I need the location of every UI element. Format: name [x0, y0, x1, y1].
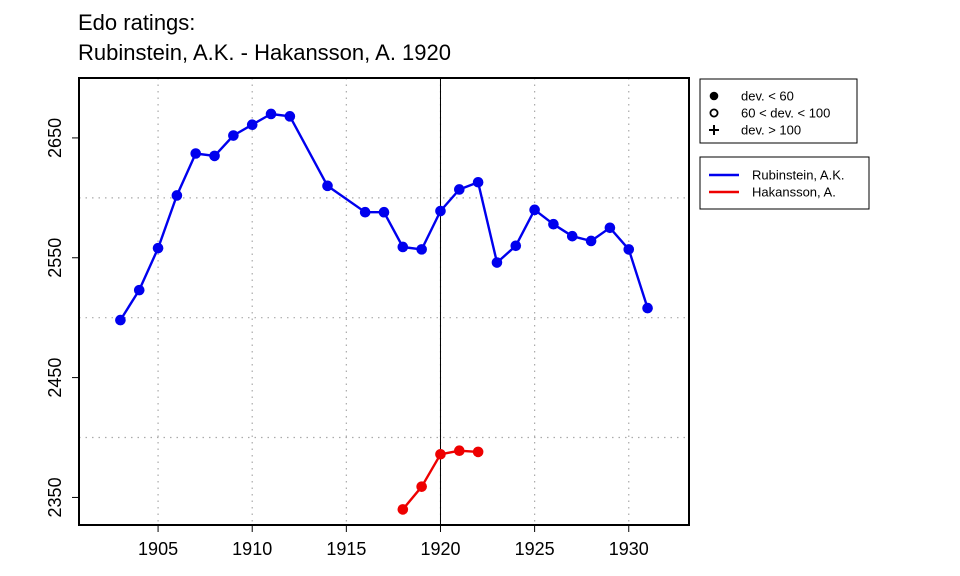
x-tick-label: 1920 — [420, 539, 460, 559]
series-1-point — [454, 445, 465, 456]
series-1-point — [472, 446, 484, 458]
y-tick-label: 2450 — [45, 358, 65, 398]
series-0-point — [397, 241, 409, 253]
x-tick-label: 1915 — [326, 539, 366, 559]
chart-title-line-2: Rubinstein, A.K. - Hakansson, A. 1920 — [78, 40, 452, 65]
x-tick-label: 1930 — [609, 539, 649, 559]
series-1-point — [435, 448, 446, 460]
series-0-point — [115, 314, 126, 326]
series-0-point — [623, 244, 635, 255]
x-tick-label: 1925 — [515, 539, 555, 559]
y-tick-label: 2650 — [45, 118, 65, 158]
series-legend: Rubinstein, A.K. Hakansson, A. — [699, 156, 870, 210]
series-0-point — [284, 111, 296, 122]
axes: 1905 1910 1915 1920 1925 1930 2350 2450 2550 2650 — [45, 118, 649, 559]
series-legend-label: Rubinstein, A.K. — [752, 168, 845, 183]
open-circle-icon — [709, 108, 719, 118]
series-0-point — [548, 218, 559, 230]
series-legend-box — [699, 156, 870, 210]
series-0-point — [209, 150, 220, 162]
series-0-point — [510, 240, 522, 252]
series-0-point — [435, 205, 446, 217]
grid — [79, 78, 689, 525]
series-0-point — [171, 190, 183, 201]
series-0-point — [378, 206, 390, 218]
series-0-point — [416, 244, 427, 255]
x-tick-label: 1910 — [232, 539, 272, 559]
plot-frame — [78, 77, 690, 526]
series-0-point — [265, 108, 277, 120]
y-tick-label: 2550 — [45, 238, 65, 278]
series-0-point — [359, 206, 371, 218]
series-1-point — [416, 481, 427, 492]
series-1-point — [397, 504, 409, 515]
deviation-legend-box — [699, 78, 858, 144]
series-0-point — [585, 235, 597, 247]
series-0-point — [529, 204, 540, 216]
series-0-point — [190, 148, 202, 159]
y-tick-label: 2350 — [45, 477, 65, 517]
series-0-point — [566, 230, 578, 242]
series-0-point — [642, 302, 653, 314]
series-0-point — [228, 130, 239, 141]
series-layer — [115, 108, 653, 515]
series-0-point — [322, 180, 333, 192]
plus-icon — [709, 125, 719, 135]
series-0-point — [491, 257, 503, 268]
deviation-legend-label: 60 < dev. < 100 — [741, 106, 830, 121]
chart-title-line-1: Edo ratings: — [78, 10, 196, 35]
filled-circle-icon — [709, 91, 719, 101]
x-tick-label: 1905 — [138, 539, 178, 559]
series-0-point — [604, 222, 616, 234]
series-0-point — [246, 119, 258, 131]
series-0-point — [133, 284, 145, 296]
series-legend-label: Hakansson, A. — [752, 185, 836, 200]
series-0-point — [454, 184, 465, 195]
deviation-legend-label: dev. < 60 — [741, 89, 794, 104]
series-0-point — [472, 176, 484, 188]
deviation-legend-label: dev. > 100 — [741, 123, 801, 138]
deviation-legend: dev. < 60 60 < dev. < 100 dev. > 100 — [699, 78, 858, 144]
series-0-point — [152, 242, 164, 254]
